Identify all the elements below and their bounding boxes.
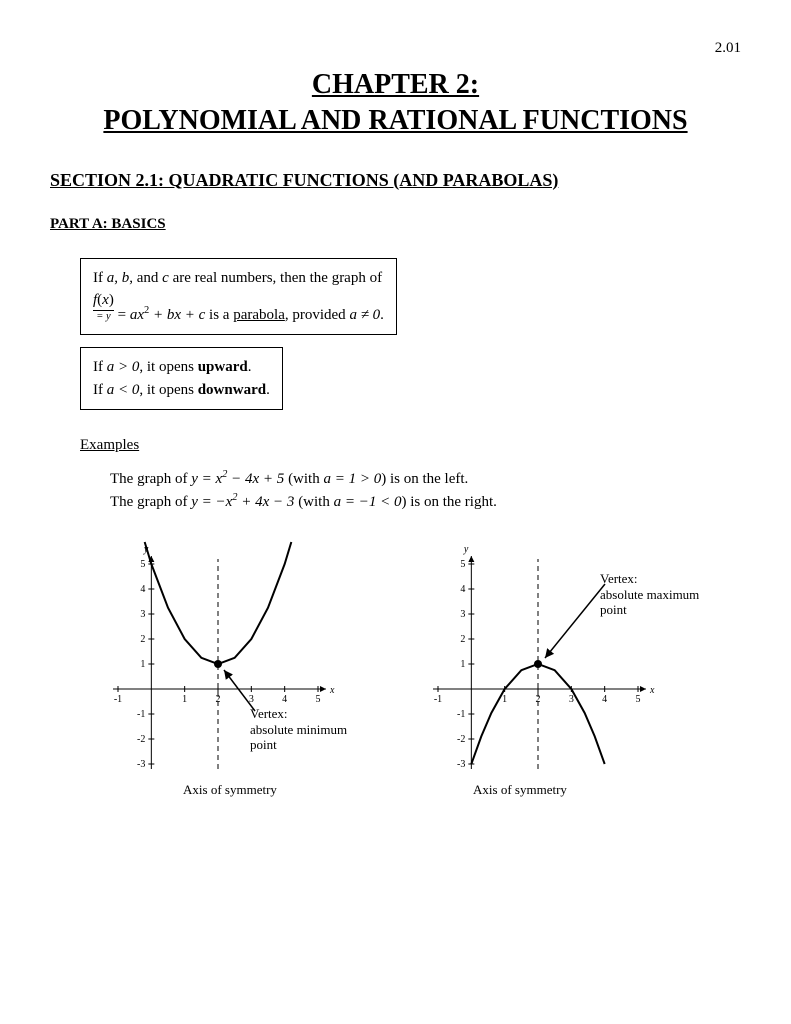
- box1-line1: If a, b, and c are real numbers, then th…: [93, 270, 382, 286]
- examples-label: Examples: [80, 437, 741, 454]
- svg-text:-1: -1: [457, 709, 465, 720]
- svg-text:5: 5: [636, 694, 641, 705]
- t: ,: [114, 270, 122, 286]
- svg-text:x: x: [329, 685, 335, 696]
- svg-text:1: 1: [502, 694, 507, 705]
- bxc: + bx + c: [149, 307, 205, 323]
- f: f: [93, 292, 97, 308]
- t: ) is on the left.: [381, 471, 468, 487]
- t: =: [114, 307, 130, 323]
- t: .: [380, 307, 384, 323]
- svg-text:2: 2: [460, 634, 465, 645]
- yeq: y = x: [191, 471, 222, 487]
- svg-text:-1: -1: [137, 709, 145, 720]
- svg-text:3: 3: [569, 694, 574, 705]
- t: , and: [129, 270, 162, 286]
- example-1: The graph of y = x2 − 4x + 5 (with a = 1…: [110, 469, 741, 488]
- svg-text:x: x: [649, 685, 655, 696]
- t: The graph of: [110, 471, 191, 487]
- ax: ax: [130, 307, 144, 323]
- a-gt-0: a > 0: [107, 359, 140, 375]
- svg-text:3: 3: [460, 609, 465, 620]
- t: If: [93, 359, 107, 375]
- svg-text:4: 4: [602, 694, 607, 705]
- chapter-title: CHAPTER 2: POLYNOMIAL AND RATIONAL FUNCT…: [50, 67, 741, 140]
- yeq: y = −x: [191, 494, 232, 510]
- t: If: [93, 270, 107, 286]
- svg-text:-1: -1: [434, 694, 442, 705]
- svg-text:-1: -1: [114, 694, 122, 705]
- aval: a = 1 > 0: [323, 471, 381, 487]
- t: are real numbers, then the graph of: [169, 270, 382, 286]
- svg-text:-3: -3: [457, 759, 465, 770]
- downward: downward: [198, 382, 266, 398]
- svg-text:4: 4: [460, 584, 465, 595]
- svg-text:3: 3: [140, 609, 145, 620]
- section-title: SECTION 2.1: QUADRATIC FUNCTIONS (AND PA…: [50, 170, 741, 191]
- charts-row: x y -1 1 2 3 4 5 -3 -2 -1 1 2 3 4 5 Vertex: absolute mi…: [90, 536, 741, 798]
- parabola-word: parabola: [233, 307, 285, 323]
- definition-box-1: If a, b, and c are real numbers, then th…: [80, 258, 397, 336]
- t: , it opens: [139, 382, 197, 398]
- svg-text:2: 2: [140, 634, 145, 645]
- svg-text:-3: -3: [137, 759, 145, 770]
- aval: a = −1 < 0: [334, 494, 402, 510]
- x: x: [102, 292, 109, 308]
- vl2: absolute maximum point: [600, 587, 699, 618]
- part-title: PART A: BASICS: [50, 216, 741, 233]
- page-number: 2.01: [50, 40, 741, 57]
- t: If: [93, 382, 107, 398]
- vl2: absolute minimum point: [250, 722, 347, 753]
- t: (with: [294, 494, 333, 510]
- var-c: c: [162, 270, 169, 286]
- svg-text:4: 4: [140, 584, 145, 595]
- svg-text:1: 1: [460, 659, 465, 670]
- underbrace: f(x) = y: [93, 289, 114, 322]
- example-2: The graph of y = −x2 + 4x − 3 (with a = …: [110, 492, 741, 511]
- t: .: [266, 382, 270, 398]
- svg-text:5: 5: [460, 559, 465, 570]
- a-lt-0: a < 0: [107, 382, 140, 398]
- chart-right-wrap: xy-112345-3-2-112345 Vertex: absolute ma…: [410, 536, 710, 798]
- vl1: Vertex:: [600, 571, 638, 586]
- svg-text:-2: -2: [137, 734, 145, 745]
- eq-y: = y: [93, 312, 114, 323]
- vl1: Vertex:: [250, 706, 288, 721]
- axis-sym-label-left: Axis of symmetry: [90, 782, 370, 798]
- chart-left-wrap: xy-112345-3-2-112345 Vertex: absolute mi…: [90, 536, 370, 798]
- chapter-line1: CHAPTER 2:: [312, 69, 479, 100]
- vertex-label-left: Vertex: absolute minimum point: [250, 706, 370, 753]
- t: , provided: [285, 307, 350, 323]
- t: .: [248, 359, 252, 375]
- t: (with: [284, 471, 323, 487]
- svg-text:-2: -2: [457, 734, 465, 745]
- t: The graph of: [110, 494, 191, 510]
- svg-text:1: 1: [140, 659, 145, 670]
- upward: upward: [198, 359, 248, 375]
- t: , it opens: [139, 359, 197, 375]
- svg-text:5: 5: [140, 559, 145, 570]
- axis-sym-label-right: Axis of symmetry: [330, 782, 710, 798]
- t: is a: [205, 307, 233, 323]
- svg-text:4: 4: [282, 694, 287, 705]
- t: ) is on the right.: [401, 494, 496, 510]
- svg-text:5: 5: [316, 694, 321, 705]
- svg-text:y: y: [463, 544, 469, 555]
- rest: + 4x − 3: [238, 494, 295, 510]
- rest: − 4x + 5: [227, 471, 284, 487]
- chapter-line2: POLYNOMIAL AND RATIONAL FUNCTIONS: [103, 105, 687, 136]
- definition-box-2: If a > 0, it opens upward. If a < 0, it …: [80, 347, 283, 410]
- a-ne-0: a ≠ 0: [349, 307, 380, 323]
- box1-line2: f(x) = y = ax2 + bx + c is a parabola, p…: [93, 307, 384, 323]
- vertex-label-right: Vertex: absolute maximum point: [600, 571, 710, 618]
- svg-text:1: 1: [182, 694, 187, 705]
